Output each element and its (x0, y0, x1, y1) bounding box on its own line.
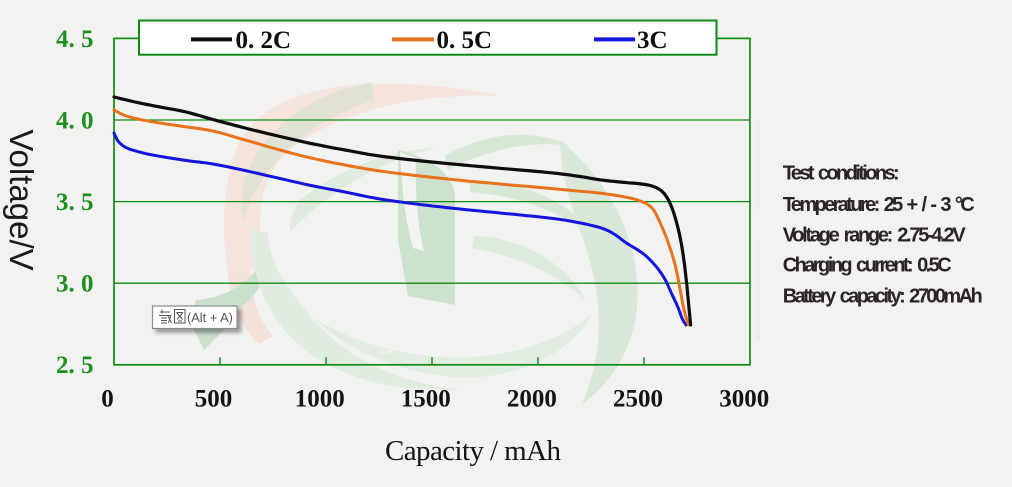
svg-text:Voltage/V: Voltage/V (3, 129, 40, 270)
svg-text:2500: 2500 (613, 386, 663, 413)
svg-text:0. 5C: 0. 5C (437, 27, 493, 54)
svg-text:2000: 2000 (507, 386, 557, 413)
svg-text:1000: 1000 (295, 386, 345, 413)
svg-text:3. 5: 3. 5 (56, 189, 94, 216)
svg-text:0. 2C: 0. 2C (236, 27, 292, 54)
svg-text:2. 5: 2. 5 (56, 352, 94, 379)
svg-text:Charging current: 0.5C: Charging current: 0.5C (783, 255, 952, 277)
svg-text:3C: 3C (637, 27, 668, 54)
svg-text:3. 0: 3. 0 (56, 271, 94, 298)
svg-text:(Alt + A): (Alt + A) (187, 310, 233, 325)
svg-text:Voltage range: 2.75-4.2V: Voltage range: 2.75-4.2V (783, 224, 967, 246)
svg-text:4. 5: 4. 5 (56, 26, 94, 53)
svg-text:1500: 1500 (401, 386, 451, 413)
svg-text:Capacity / mAh: Capacity / mAh (385, 435, 562, 467)
svg-text:Test conditions:: Test conditions: (783, 163, 900, 185)
svg-text:3000: 3000 (719, 386, 769, 413)
svg-text:4. 0: 4. 0 (56, 107, 94, 134)
svg-text:Battery capacity: 2700mAh: Battery capacity: 2700mAh (783, 286, 983, 308)
svg-text:0: 0 (101, 386, 114, 413)
svg-text:500: 500 (195, 386, 233, 413)
svg-text:Temperature: 25 + / - 3 °C: Temperature: 25 + / - 3 °C (783, 194, 975, 216)
